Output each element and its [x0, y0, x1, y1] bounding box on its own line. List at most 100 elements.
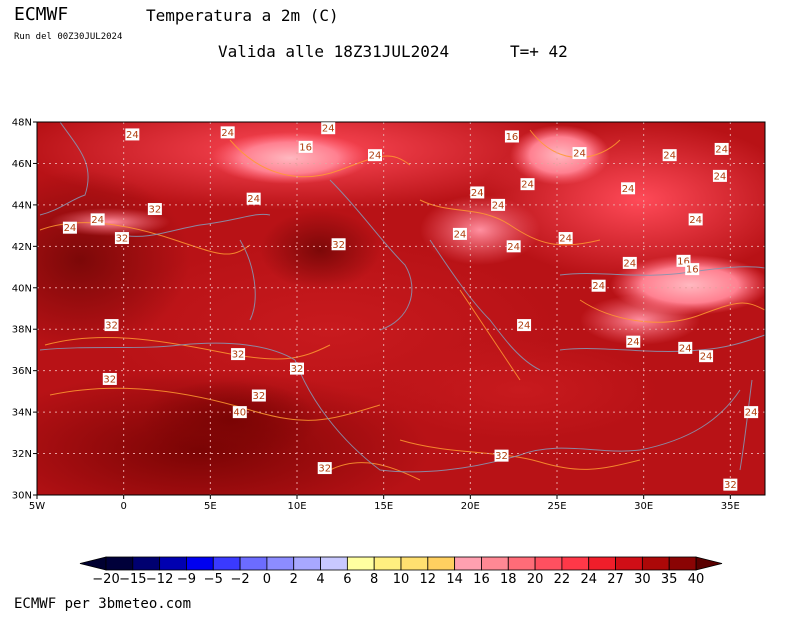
contour-label-text: 24	[745, 408, 758, 419]
contour-label: 24	[125, 128, 140, 141]
contour-label-text: 24	[714, 171, 727, 182]
lat-tick-label: 46N	[12, 159, 32, 170]
colorbar-label: 16	[473, 572, 490, 587]
contour-label-box	[251, 389, 266, 402]
contour-label-text: 24	[622, 184, 635, 195]
contour-label: 24	[712, 169, 727, 182]
map-title: Temperatura a 2m (C)	[146, 6, 339, 25]
contour-label-box	[368, 149, 382, 162]
contour-label-text: 24	[471, 188, 484, 199]
colorbar-label: 8	[370, 572, 378, 587]
contour-label: 32	[317, 462, 332, 475]
colorbar-label: 12	[420, 572, 437, 587]
credit-text: ECMWF per 3bmeteo.com	[14, 596, 192, 612]
contour-label-text: 32	[724, 480, 737, 491]
contour-label: 24	[688, 213, 703, 226]
contour-label-box	[520, 178, 535, 191]
contour-label-box	[712, 169, 727, 182]
colorbar-swatch	[320, 556, 348, 571]
contour-label-text: 16	[299, 142, 312, 153]
contour-label-text: 24	[454, 229, 467, 240]
colorbar-swatch	[427, 556, 456, 571]
lon-tick-label: 15E	[374, 501, 393, 512]
forecast-step: T=+ 42	[510, 42, 568, 61]
contour-label-box	[470, 186, 485, 199]
contour-label-box	[714, 142, 729, 155]
colorbar-swatch	[481, 556, 509, 571]
contour-label: 24	[246, 192, 261, 205]
contour-label: 24	[452, 227, 467, 240]
contour-label-box	[685, 263, 700, 276]
contour-label: 24	[491, 198, 506, 211]
colorbar-label: −15	[119, 572, 146, 587]
contour-label: 32	[251, 389, 266, 402]
contour-label-box	[591, 279, 606, 292]
lat-tick-label: 32N	[12, 449, 32, 460]
contour-label: 24	[62, 221, 77, 234]
colorbar-swatch	[346, 556, 375, 571]
map-frame	[36, 121, 766, 496]
colorbar-label: 6	[343, 572, 351, 587]
colorbar-swatch	[159, 556, 187, 571]
contour-label-text: 32	[116, 234, 129, 245]
contour-label-box	[102, 372, 117, 385]
contour-label: 24	[517, 319, 532, 332]
contour-label-text: 24	[689, 215, 702, 226]
contour-label: 16	[676, 254, 691, 267]
contour-label-box	[452, 227, 467, 240]
lon-tick-label: 35E	[721, 501, 740, 512]
contour-label: 32	[231, 348, 246, 361]
colorbar-label: 20	[527, 572, 544, 587]
contour-label: 24	[90, 213, 105, 226]
colorbar-label: 35	[661, 572, 678, 587]
lat-tick-label: 38N	[12, 325, 32, 336]
contour-label-box	[688, 213, 703, 226]
contour-label: 24	[699, 350, 714, 363]
lon-tick-label: 5E	[204, 501, 217, 512]
contour-label: 32	[723, 478, 738, 491]
map-grid	[37, 122, 765, 495]
contour-label: 16	[685, 263, 700, 276]
colorbar: −20 −15 −12 −9 −5 −2 0 2 4 6 8 10 12 14 16 18 20 22 24 27 30…	[79, 556, 723, 587]
contour-label-text: 24	[322, 124, 335, 135]
contour-label-box	[321, 122, 336, 135]
contour-label-text: 40	[233, 408, 246, 419]
contour-label: 24	[470, 186, 485, 199]
contour-label: 24	[714, 142, 729, 155]
contour-label-text: 24	[715, 144, 728, 155]
contour-label-box	[147, 203, 162, 216]
lon-tick-label: 30E	[634, 501, 653, 512]
contour-label-text: 24	[221, 128, 234, 139]
contour-label-text: 24	[559, 234, 572, 245]
lon-tick-label: 0	[120, 501, 126, 512]
lat-tick-label: 34N	[12, 408, 32, 419]
colorbar-label: 10	[393, 572, 410, 587]
contour-label: 24	[572, 147, 587, 160]
contour-label-text: 32	[232, 350, 245, 361]
lat-tick-label: 30N	[12, 491, 32, 502]
map-field	[37, 122, 765, 495]
contour-label: 24	[368, 149, 382, 162]
lat-tick-label: 40N	[12, 283, 32, 294]
contour-label-box	[232, 406, 247, 419]
colorbar-swatch	[588, 556, 616, 571]
lon-tick-label: 5W	[29, 501, 45, 512]
run-info: Run del 00Z30JUL2024	[14, 32, 123, 42]
contour-label-box	[621, 182, 636, 195]
contour-label-text: 16	[677, 256, 690, 267]
contour-label-box	[558, 232, 573, 245]
contour-label-box	[298, 140, 313, 153]
contour-label-text: 16	[506, 132, 519, 143]
contour-label: 24	[321, 122, 336, 135]
colorbar-swatch	[507, 556, 536, 571]
contour-label-box	[62, 221, 77, 234]
contour-label-text: 24	[679, 343, 692, 354]
contour-label-box	[572, 147, 587, 160]
contour-label-box	[104, 319, 119, 332]
lon-tick-label: 10E	[287, 501, 306, 512]
colorbar-swatch	[212, 556, 241, 571]
contour-label-box	[246, 192, 261, 205]
contour-label-box	[626, 335, 641, 348]
lon-tick-label: 25E	[547, 501, 566, 512]
